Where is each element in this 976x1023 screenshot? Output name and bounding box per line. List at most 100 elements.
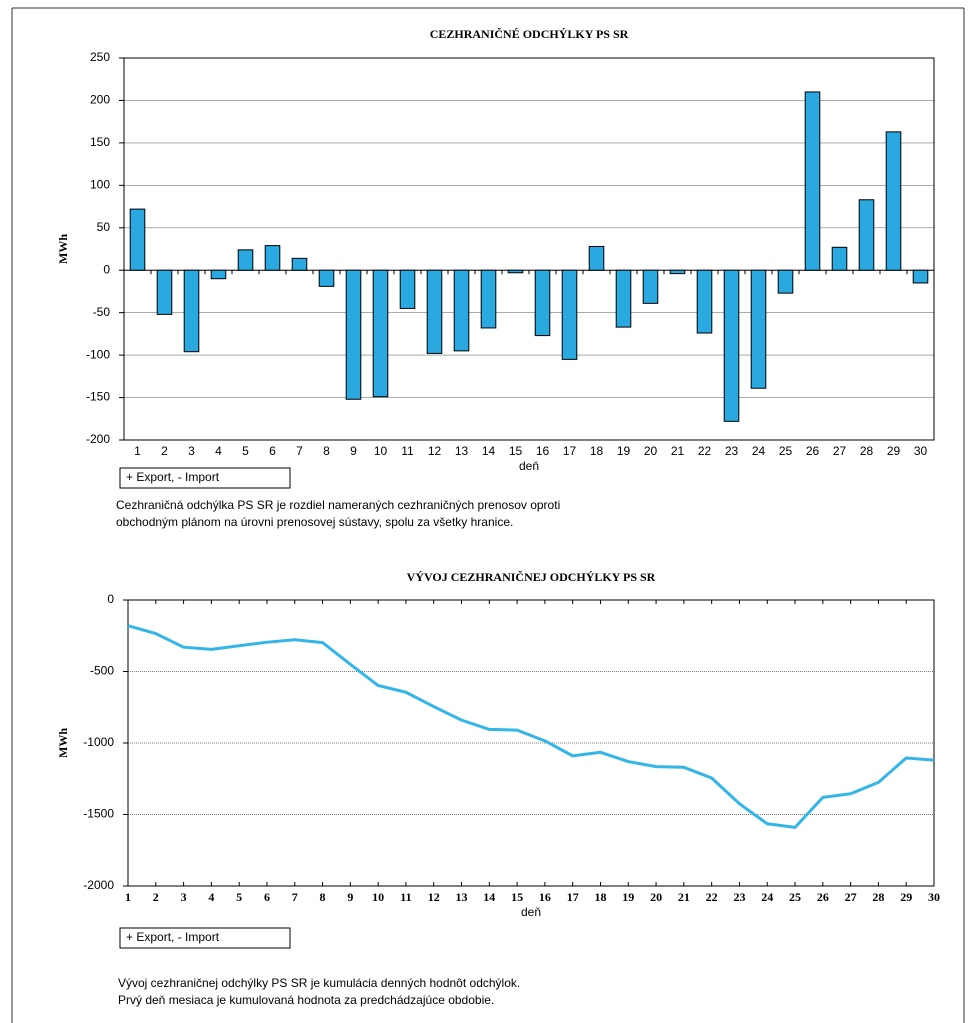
x-tick-label: 6 — [264, 890, 270, 904]
bar — [642, 269, 659, 304]
x-tick-label: 29 — [887, 444, 901, 458]
x-tick-label: 13 — [455, 444, 469, 458]
x-tick-label: 10 — [374, 444, 388, 458]
bar — [129, 208, 146, 271]
x-axis-label: deň — [521, 905, 541, 919]
y-tick-label: 0 — [103, 262, 110, 276]
y-tick-label: -150 — [86, 390, 110, 404]
x-tick-label: 1 — [134, 444, 141, 458]
x-tick-label: 12 — [428, 890, 440, 904]
x-tick-label: 15 — [511, 890, 523, 904]
y-tick-label: -50 — [93, 305, 111, 319]
x-tick-label: 23 — [733, 890, 745, 904]
bar — [426, 269, 443, 354]
bar — [399, 269, 416, 309]
y-tick-label: -1000 — [83, 735, 114, 749]
caption: Vývoj cezhraničnej odchýlky PS SR je kum… — [118, 976, 520, 990]
x-tick-label: 14 — [483, 890, 495, 904]
legend-note: + Export, - Import — [126, 470, 220, 484]
x-tick-label: 19 — [617, 444, 631, 458]
y-tick-label: 50 — [97, 220, 111, 234]
y-tick-label: -100 — [86, 347, 110, 361]
x-tick-label: 8 — [320, 890, 326, 904]
y-tick-label: 200 — [90, 93, 110, 107]
x-tick-label: 20 — [650, 890, 662, 904]
x-tick-label: 22 — [698, 444, 712, 458]
x-tick-label: 7 — [292, 890, 298, 904]
y-tick-label: -500 — [90, 664, 114, 678]
x-tick-label: 5 — [242, 444, 249, 458]
y-tick-label: 0 — [107, 592, 114, 606]
y-tick-label: 150 — [90, 135, 110, 149]
x-tick-label: 29 — [900, 890, 912, 904]
bar — [858, 199, 875, 271]
bar — [372, 269, 389, 398]
x-tick-label: 24 — [752, 444, 766, 458]
bar — [831, 246, 848, 271]
x-tick-label: 15 — [509, 444, 523, 458]
x-tick-label: 11 — [401, 444, 414, 458]
x-tick-label: 25 — [779, 444, 793, 458]
x-tick-label: 18 — [590, 444, 604, 458]
x-tick-label: 23 — [725, 444, 739, 458]
bar — [156, 269, 173, 315]
legend-box — [119, 927, 291, 949]
bar — [804, 91, 821, 271]
x-tick-label: 20 — [644, 444, 658, 458]
x-tick-label: 14 — [482, 444, 496, 458]
y-tick-label: 250 — [90, 50, 110, 64]
bar — [291, 257, 308, 271]
x-tick-label: 17 — [563, 444, 577, 458]
bar — [777, 269, 794, 294]
x-tick-label: 19 — [622, 890, 634, 904]
x-tick-label: 4 — [208, 890, 214, 904]
plot-frame — [123, 57, 935, 441]
caption: Cezhraničná odchýlka PS SR je rozdiel na… — [116, 498, 560, 512]
bar — [561, 269, 578, 360]
x-tick-label: 12 — [428, 444, 442, 458]
bar — [345, 269, 362, 400]
bar — [237, 249, 254, 271]
x-tick-label: 1 — [125, 890, 131, 904]
x-tick-label: 2 — [161, 444, 168, 458]
x-tick-label: 28 — [872, 890, 884, 904]
x-tick-label: 4 — [215, 444, 222, 458]
x-tick-label: 30 — [928, 890, 940, 904]
bar — [210, 269, 227, 280]
x-tick-label: 26 — [817, 890, 829, 904]
x-tick-label: 3 — [181, 890, 187, 904]
bar — [696, 269, 713, 334]
caption: obchodným plánom na úrovni prenosovej sú… — [116, 515, 513, 529]
chart-title: VÝVOJ CEZHRANIČNEJ ODCHÝLKY PS SR — [407, 570, 656, 584]
bar — [264, 245, 281, 271]
x-tick-label: 6 — [269, 444, 276, 458]
bar — [183, 269, 200, 353]
x-tick-label: 26 — [806, 444, 820, 458]
bar — [669, 269, 686, 275]
x-tick-label: 28 — [860, 444, 874, 458]
bar — [453, 269, 470, 352]
x-tick-label: 11 — [400, 890, 411, 904]
x-tick-label: 7 — [296, 444, 303, 458]
bar — [534, 269, 551, 337]
x-axis-label: deň — [519, 459, 539, 473]
bar — [750, 269, 767, 389]
y-axis-label: MWh — [56, 728, 70, 758]
x-tick-label: 16 — [539, 890, 551, 904]
y-tick-label: -2000 — [83, 878, 114, 892]
x-tick-label: 22 — [706, 890, 718, 904]
y-tick-label: 100 — [90, 178, 110, 192]
x-tick-label: 10 — [372, 890, 384, 904]
x-tick-label: 27 — [833, 444, 847, 458]
x-tick-label: 2 — [153, 890, 159, 904]
line-series — [127, 624, 935, 829]
x-tick-label: 16 — [536, 444, 550, 458]
x-tick-label: 30 — [914, 444, 928, 458]
y-tick-label: -1500 — [83, 807, 114, 821]
x-tick-label: 21 — [671, 444, 685, 458]
x-tick-label: 9 — [347, 890, 353, 904]
x-tick-label: 13 — [456, 890, 468, 904]
bar — [885, 131, 902, 271]
